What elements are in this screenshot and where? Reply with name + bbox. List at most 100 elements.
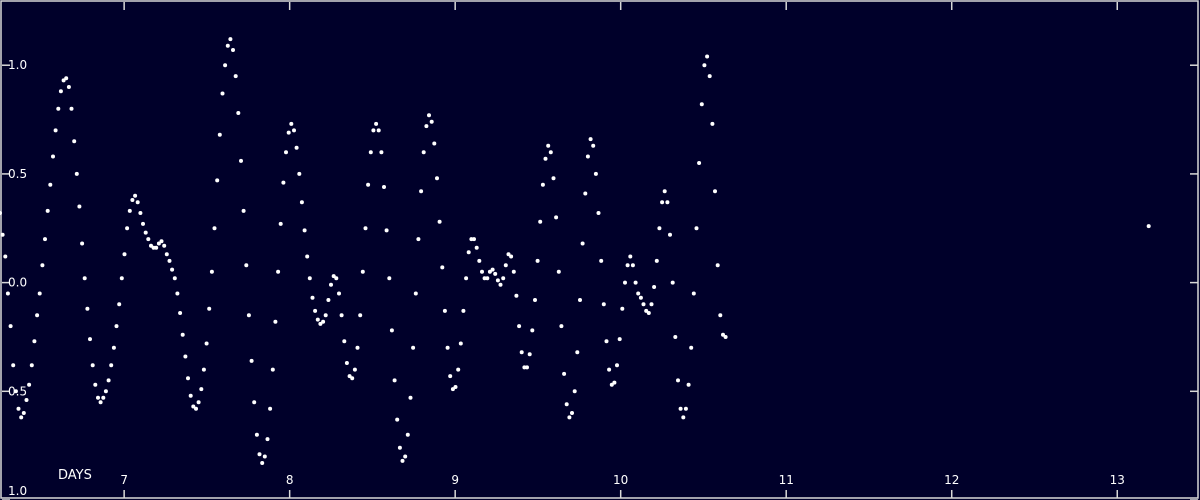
- data-point: [382, 185, 386, 189]
- data-point: [297, 171, 302, 176]
- data-point: [699, 102, 704, 107]
- data-point: [127, 208, 132, 213]
- data-point: [567, 415, 572, 420]
- data-point: [435, 176, 439, 181]
- data-points: [0, 37, 1151, 465]
- data-point: [554, 215, 559, 220]
- data-point: [178, 311, 183, 315]
- data-point: [641, 302, 646, 307]
- data-point: [281, 180, 286, 185]
- data-point: [16, 406, 21, 411]
- data-point: [551, 176, 556, 181]
- data-point: [228, 37, 233, 42]
- data-point: [334, 276, 339, 281]
- data-point: [442, 308, 447, 313]
- data-point: [257, 452, 262, 457]
- data-point: [141, 221, 145, 226]
- data-point: [572, 389, 577, 394]
- data-point: [630, 263, 635, 268]
- data-point: [196, 400, 201, 405]
- data-point: [509, 254, 514, 259]
- data-point: [85, 306, 90, 311]
- x-axis-label: DAYS: [58, 468, 92, 483]
- data-point: [694, 226, 699, 231]
- data-point: [273, 319, 278, 324]
- data-point: [628, 254, 633, 259]
- data-point: [583, 191, 588, 196]
- data-point: [676, 378, 680, 383]
- data-point: [466, 250, 471, 255]
- data-point: [167, 258, 172, 263]
- data-point: [284, 150, 288, 155]
- data-point: [11, 363, 16, 368]
- x-tick-label: 7: [120, 473, 128, 487]
- y-tick-label: 0.0: [8, 276, 27, 290]
- data-point: [8, 324, 13, 329]
- data-point: [495, 278, 500, 283]
- data-point: [453, 385, 458, 389]
- data-point: [82, 276, 87, 281]
- data-point: [215, 178, 220, 183]
- data-point: [427, 113, 431, 118]
- data-point: [389, 328, 394, 333]
- data-point: [231, 48, 235, 52]
- data-point: [485, 276, 490, 281]
- data-point: [633, 280, 638, 285]
- data-point: [456, 367, 461, 372]
- data-point: [392, 378, 397, 383]
- data-point: [654, 258, 659, 263]
- data-point: [260, 461, 265, 465]
- data-point: [315, 317, 320, 322]
- data-point: [371, 128, 376, 133]
- data-point: [458, 341, 463, 346]
- data-point: [538, 219, 543, 224]
- data-point: [254, 432, 259, 437]
- data-point: [29, 363, 34, 368]
- data-point: [90, 363, 95, 368]
- data-point: [715, 263, 720, 268]
- data-point: [665, 200, 670, 205]
- data-point: [440, 265, 445, 270]
- data-point: [615, 363, 619, 368]
- data-point: [517, 324, 522, 329]
- data-point: [588, 137, 593, 142]
- data-point: [93, 382, 98, 387]
- data-point: [585, 154, 590, 159]
- data-point: [384, 228, 389, 233]
- data-point: [350, 376, 355, 381]
- data-point: [106, 378, 111, 383]
- data-point: [37, 291, 42, 296]
- data-point: [379, 150, 384, 155]
- data-point: [474, 245, 479, 250]
- data-point: [5, 291, 10, 296]
- data-point: [429, 119, 434, 124]
- data-point: [72, 139, 77, 144]
- data-point: [636, 291, 641, 296]
- data-point: [310, 295, 315, 300]
- x-tick-label: 13: [1110, 473, 1125, 487]
- data-point: [713, 189, 717, 194]
- data-point: [294, 145, 299, 150]
- data-point: [180, 332, 185, 337]
- data-point: [96, 395, 100, 400]
- data-point: [461, 308, 466, 313]
- data-point: [313, 308, 318, 313]
- data-point: [159, 239, 164, 244]
- data-point: [686, 382, 691, 387]
- data-point: [339, 313, 344, 318]
- data-point: [673, 335, 678, 339]
- data-point: [326, 298, 331, 302]
- data-point: [411, 345, 416, 350]
- data-point: [591, 143, 596, 148]
- data-point: [525, 365, 529, 370]
- data-point: [432, 141, 437, 146]
- data-point: [678, 406, 683, 411]
- data-point: [207, 306, 212, 311]
- data-point: [400, 458, 405, 463]
- data-point: [204, 341, 209, 346]
- data-point: [270, 367, 275, 372]
- data-point: [543, 156, 548, 161]
- data-point: [408, 395, 413, 400]
- data-point: [464, 276, 469, 281]
